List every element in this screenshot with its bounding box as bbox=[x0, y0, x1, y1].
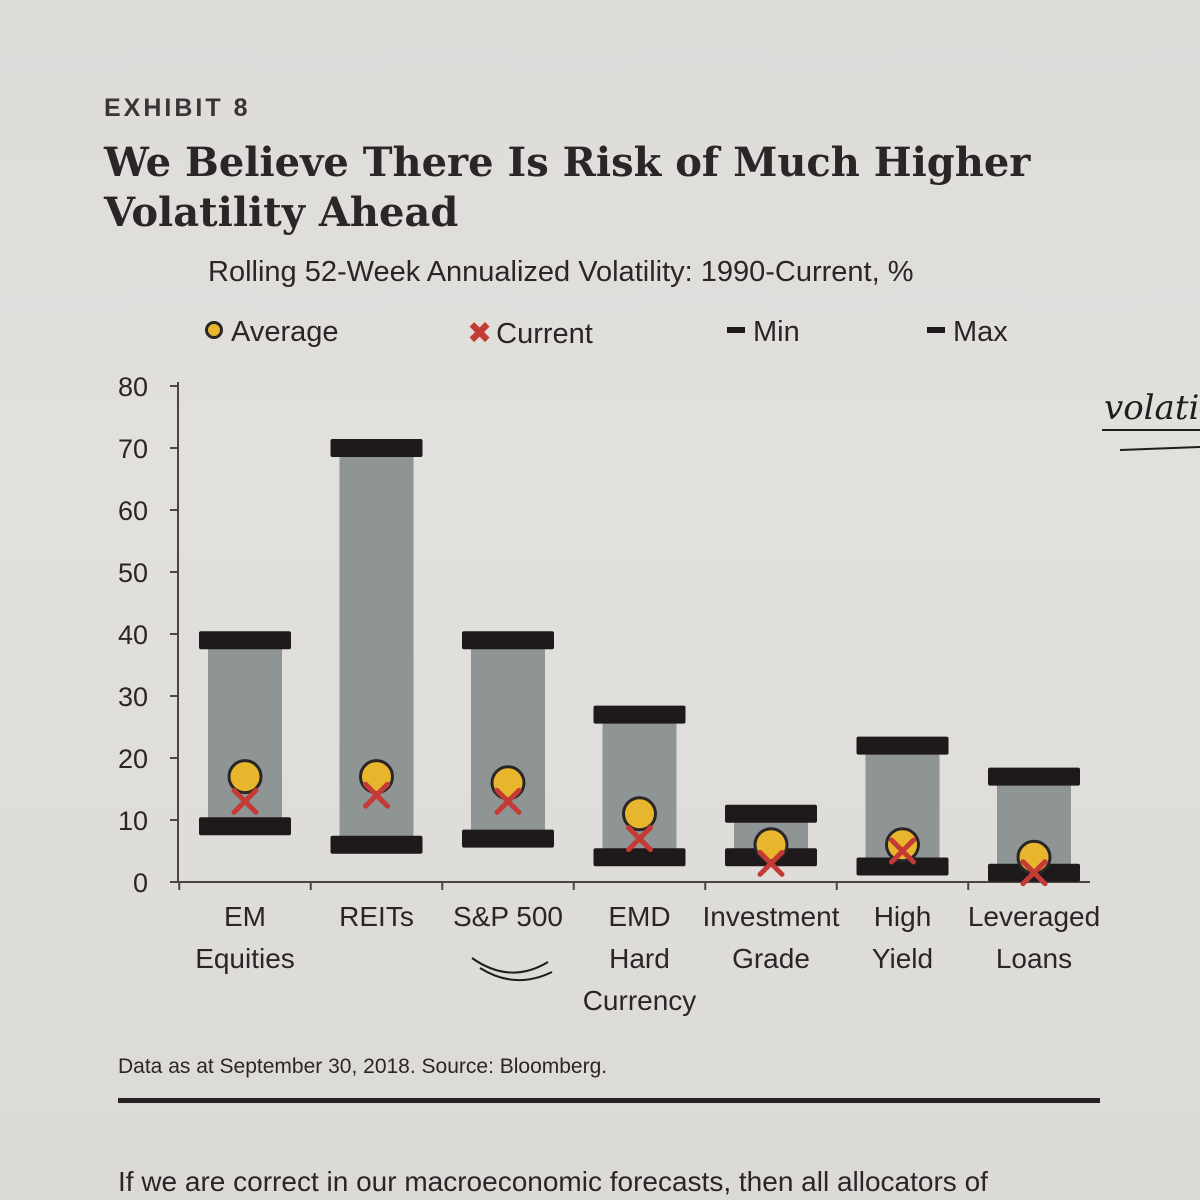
min-cap bbox=[330, 835, 423, 854]
max-cap bbox=[462, 631, 554, 650]
current-marker-icon: ✖ bbox=[467, 317, 493, 350]
category-label-line: Equities bbox=[195, 943, 295, 974]
average-marker bbox=[622, 796, 657, 832]
handwritten-annotation: volati bbox=[1104, 388, 1200, 428]
average-marker bbox=[227, 759, 263, 795]
chart-subtitle: Rolling 52-Week Annualized Volatility: 1… bbox=[208, 256, 914, 288]
category-label-line: Currency bbox=[582, 985, 697, 1016]
y-tick-label: 30 bbox=[118, 682, 148, 712]
category-label-line: S&P 500 bbox=[452, 901, 564, 932]
average-marker bbox=[885, 827, 920, 863]
average-marker-icon bbox=[205, 321, 223, 340]
category-label: REITs bbox=[297, 896, 457, 938]
min-cap bbox=[462, 829, 554, 848]
legend-min: Min bbox=[727, 316, 800, 349]
y-tick-label: 80 bbox=[118, 372, 148, 402]
range-bar bbox=[471, 640, 545, 839]
legend-average: Average bbox=[205, 316, 339, 349]
max-cap bbox=[199, 631, 291, 650]
legend-max: Max bbox=[927, 316, 1008, 349]
current-marker bbox=[626, 825, 653, 853]
y-tick-label: 70 bbox=[118, 434, 148, 464]
body-text: If we are correct in our macroeconomic f… bbox=[118, 1166, 988, 1197]
category-label-line: Yield bbox=[871, 943, 934, 974]
y-tick-label: 0 bbox=[133, 868, 148, 898]
category-label: Leveraged Loans bbox=[954, 896, 1114, 980]
category-label-line: EMD bbox=[608, 901, 671, 932]
category-label-line: REITs bbox=[339, 901, 414, 932]
min-cap bbox=[593, 848, 686, 867]
min-cap bbox=[199, 817, 291, 836]
current-marker bbox=[494, 787, 522, 815]
category-label-line: EM bbox=[224, 901, 266, 932]
category-label: EM Equities bbox=[165, 896, 325, 980]
legend-min-label: Min bbox=[753, 316, 800, 348]
max-cap bbox=[330, 439, 423, 457]
current-marker bbox=[889, 837, 916, 865]
max-cap bbox=[593, 705, 686, 724]
handwritten-underline bbox=[471, 957, 553, 982]
average-marker bbox=[359, 759, 394, 795]
average-marker bbox=[1016, 839, 1052, 875]
category-label: High Yield bbox=[823, 896, 983, 980]
y-tick-label: 60 bbox=[118, 496, 148, 526]
legend-max-label: Max bbox=[953, 316, 1008, 348]
current-marker bbox=[363, 781, 390, 809]
chart-heading: We Believe There Is Risk of Much Higher … bbox=[104, 139, 1031, 236]
handwritten-underline bbox=[1119, 446, 1200, 451]
category-label-line: Grade bbox=[732, 943, 810, 974]
range-bar bbox=[208, 640, 282, 827]
max-cap bbox=[856, 736, 949, 755]
legend-average-label: Average bbox=[231, 316, 339, 348]
range-bar bbox=[602, 714, 677, 858]
category-label-line: Hard bbox=[609, 943, 670, 974]
current-marker bbox=[757, 849, 785, 877]
max-cap bbox=[988, 767, 1080, 786]
min-marker-icon bbox=[727, 327, 745, 334]
divider bbox=[118, 1098, 1100, 1103]
category-label: S&P 500 bbox=[428, 896, 588, 938]
max-marker-icon bbox=[927, 327, 945, 334]
category-label: EMD Hard Currency bbox=[560, 896, 720, 1022]
y-tick-label: 50 bbox=[118, 558, 148, 588]
y-tick-label: 10 bbox=[118, 806, 148, 836]
category-label-line: Leveraged bbox=[967, 901, 1101, 932]
volatility-chart: 0 10 20 30 40 50 60 70 80 bbox=[118, 372, 1200, 982]
min-cap bbox=[856, 857, 949, 876]
current-marker bbox=[1020, 859, 1048, 887]
average-marker bbox=[490, 765, 526, 801]
max-cap bbox=[725, 804, 817, 823]
average-marker bbox=[753, 827, 789, 863]
current-marker bbox=[231, 787, 259, 815]
exhibit-label: EXHIBIT 8 bbox=[104, 94, 251, 122]
category-label-line: Investment bbox=[702, 901, 840, 932]
legend-current-label: Current bbox=[496, 318, 593, 350]
source-note: Data as at September 30, 2018. Source: B… bbox=[118, 1055, 608, 1078]
category-label-line: Loans bbox=[995, 943, 1073, 974]
y-tick-label: 20 bbox=[118, 744, 148, 774]
category-label: Investment Grade bbox=[691, 896, 851, 980]
category-label-line: High bbox=[873, 901, 932, 932]
legend-current: ✖ Current bbox=[467, 316, 593, 351]
y-tick-label: 40 bbox=[118, 620, 148, 650]
